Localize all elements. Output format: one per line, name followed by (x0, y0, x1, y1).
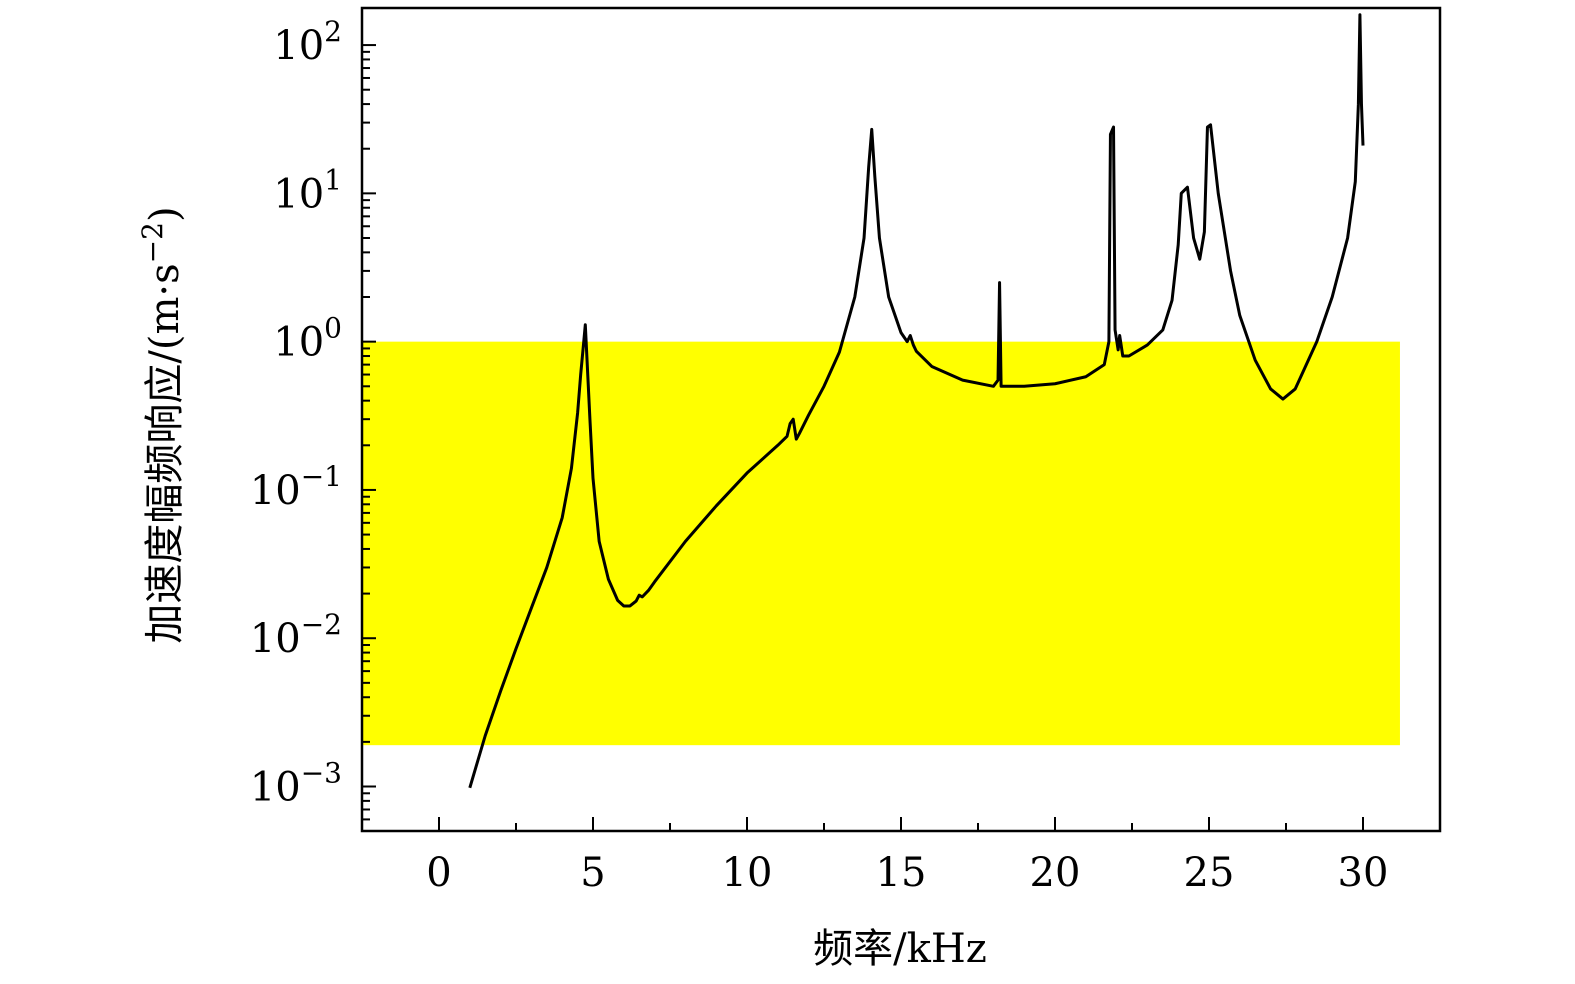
x-tick-label: 20 (1030, 850, 1081, 896)
y-tick-label: 100 (273, 312, 342, 366)
series-line (468, 13, 1365, 789)
y-tick-label: 10−2 (250, 608, 342, 662)
y-axis-label-exponent: −2 (136, 222, 169, 263)
y-axis-label-main: 加速度幅频响应/(m·s (142, 263, 188, 643)
y-axis-label: 加速度幅频响应/(m·s−2) (136, 206, 188, 643)
x-tick-label: 0 (426, 850, 451, 896)
x-axis-tick-labels: 0 5 10 15 20 25 30 (426, 850, 1388, 896)
x-tick-label: 10 (722, 850, 773, 896)
y-axis-ticks (362, 44, 376, 821)
y-axis-label-close: ) (142, 206, 188, 222)
y-tick-label: 10−3 (250, 757, 342, 811)
y-axis-tick-labels: 10−3 10−2 10−1 100 101 102 (250, 15, 342, 810)
y-tick-label: 101 (273, 163, 342, 217)
highlight-band (362, 341, 1400, 746)
x-tick-label: 30 (1338, 850, 1389, 896)
x-axis-label: 频率/kHz (813, 926, 987, 972)
y-tick-label: 102 (273, 15, 342, 69)
x-tick-label: 15 (876, 850, 927, 896)
x-tick-label: 5 (580, 850, 605, 896)
x-axis-ticks (438, 817, 1364, 831)
y-tick-label: 10−1 (250, 460, 342, 514)
x-tick-label: 25 (1184, 850, 1235, 896)
